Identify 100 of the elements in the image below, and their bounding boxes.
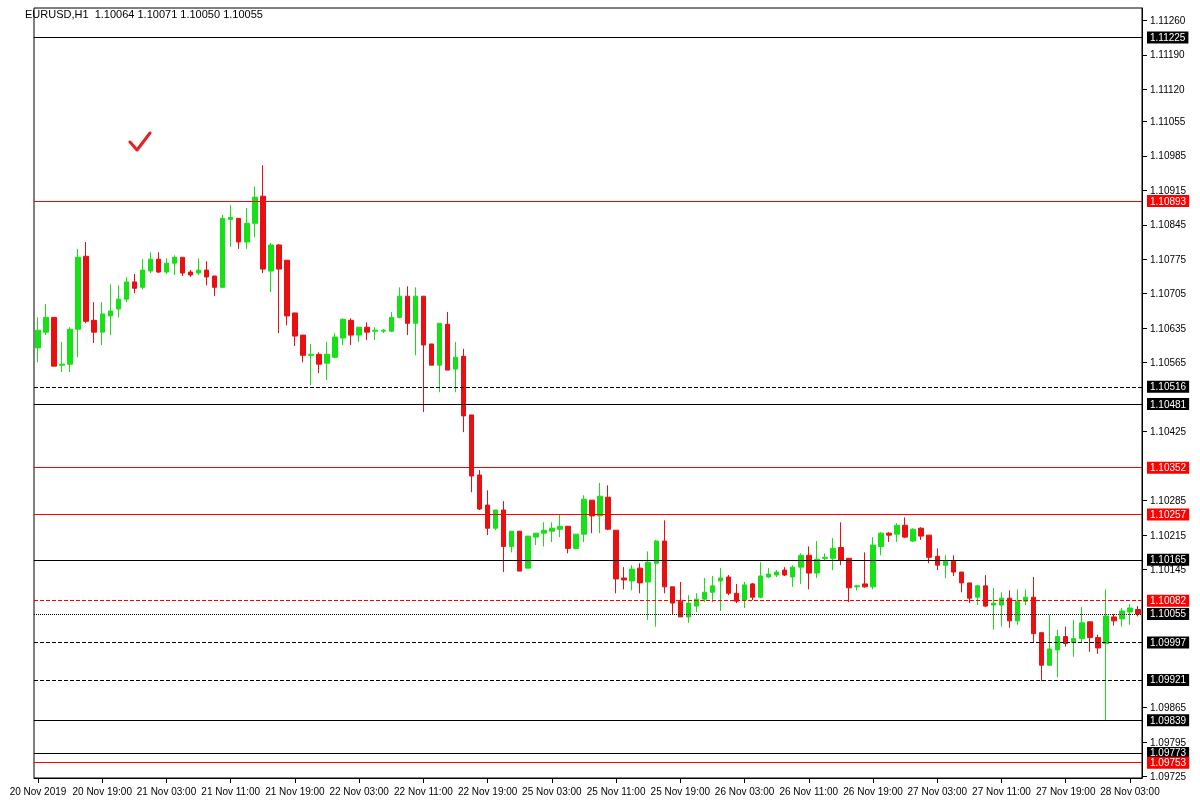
x-tick-label: 20 Nov 2019	[9, 785, 67, 797]
candlestick	[726, 574, 731, 596]
candlestick	[629, 564, 635, 591]
candlestick	[236, 217, 241, 250]
candlestick	[437, 322, 442, 393]
candlestick	[260, 164, 266, 274]
candlestick	[493, 509, 498, 531]
candlestick	[758, 561, 763, 599]
candlestick	[453, 341, 458, 393]
candlestick	[959, 571, 964, 593]
candlestick	[774, 569, 779, 578]
x-tick-label: 21 Nov 19:00	[265, 785, 326, 797]
x-tick-label: 20 Nov 19:00	[72, 785, 133, 797]
candlestick	[694, 592, 699, 613]
candlestick	[870, 536, 876, 590]
y-tick-label: 1.10285	[1150, 495, 1187, 507]
candlestick	[43, 303, 49, 336]
candlestick	[766, 567, 771, 579]
candlestick	[35, 316, 41, 363]
candlestick	[212, 275, 217, 297]
ref-line-label: 1.10055	[1150, 608, 1187, 620]
y-tick-label: 1.10915	[1150, 184, 1187, 196]
candlestick	[59, 341, 65, 373]
candlestick	[132, 273, 137, 294]
candlestick	[814, 540, 820, 579]
candlestick	[1063, 626, 1068, 647]
candlestick	[742, 581, 747, 609]
candlestick	[1119, 607, 1125, 628]
candlestick	[838, 521, 844, 566]
candlestick	[381, 328, 386, 334]
y-tick-label: 1.10145	[1150, 564, 1187, 576]
candlestick	[477, 469, 482, 511]
candlestick	[469, 414, 474, 493]
candlestick	[268, 242, 274, 293]
candlestick	[180, 256, 185, 277]
ref-line-label: 1.11225	[1150, 32, 1186, 44]
candlestick	[429, 343, 434, 366]
y-tick-label: 1.10705	[1150, 288, 1187, 300]
candlestick	[100, 301, 105, 346]
candlestick	[806, 545, 812, 590]
candlestick	[413, 286, 418, 356]
ref-line-label: 1.10516	[1150, 381, 1187, 393]
ref-line-label: 1.10257	[1150, 508, 1187, 520]
candlestick	[75, 248, 81, 358]
candlestick	[1055, 629, 1060, 678]
candlestick	[991, 587, 996, 631]
candlestick	[364, 321, 370, 341]
candlestick	[501, 500, 506, 573]
y-tick-label: 1.10565	[1150, 357, 1187, 369]
candlestick	[83, 241, 89, 324]
candlestick	[91, 301, 97, 344]
candlestick	[597, 482, 603, 534]
x-tick-label: 27 Nov 19:00	[1035, 785, 1096, 797]
candlestick	[573, 533, 579, 550]
candlestick	[1095, 634, 1101, 655]
candlestick	[292, 312, 298, 347]
candlestick	[605, 484, 611, 531]
candlestick	[389, 311, 394, 333]
candlestick	[541, 521, 547, 547]
x-tick-label: 22 Nov 03:00	[329, 785, 390, 797]
x-tick-label: 26 Nov 03:00	[714, 785, 775, 797]
candlestick	[710, 575, 715, 603]
candlestick	[902, 516, 908, 539]
candlestick	[148, 251, 153, 274]
candlestick	[702, 577, 707, 603]
candlestick	[372, 326, 378, 341]
y-tick-label: 1.11055	[1150, 115, 1186, 127]
candlestick	[188, 269, 193, 278]
candlestick	[894, 522, 900, 543]
candlestick	[910, 527, 916, 543]
ref-line-label: 1.09839	[1150, 714, 1187, 726]
candlestick	[461, 348, 466, 433]
candlestick	[645, 550, 651, 621]
candlestick	[830, 537, 836, 571]
candlestick	[196, 257, 201, 276]
candlestick	[1031, 576, 1036, 644]
candlestick	[284, 259, 290, 326]
candlestick	[517, 530, 522, 572]
candlestick	[156, 251, 161, 274]
candlestick	[654, 539, 659, 628]
candlestick	[1103, 588, 1109, 721]
y-tick-label: 1.10775	[1150, 253, 1187, 265]
candlestick	[1071, 619, 1076, 658]
ref-line-label: 1.09997	[1150, 637, 1187, 649]
y-tick-label: 1.10635	[1150, 322, 1187, 334]
y-tick-label: 1.11190	[1150, 49, 1186, 61]
candlestick	[943, 554, 948, 579]
candlestick	[525, 535, 531, 569]
y-tick-label: 1.09865	[1150, 702, 1187, 714]
candlestick	[397, 286, 402, 319]
candlestick	[348, 317, 354, 346]
candlestick	[220, 214, 225, 288]
candlestick	[718, 567, 723, 612]
candlestick	[798, 552, 804, 585]
x-tick-label: 25 Nov 03:00	[522, 785, 583, 797]
ref-line-label: 1.10352	[1150, 462, 1187, 474]
candlestick	[356, 326, 362, 343]
candlestick	[405, 285, 410, 336]
candlestick	[51, 316, 57, 367]
candlestick	[1087, 621, 1093, 653]
